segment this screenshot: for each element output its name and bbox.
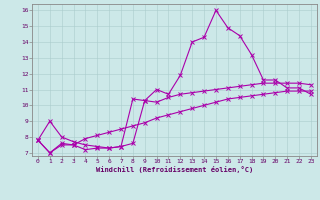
- X-axis label: Windchill (Refroidissement éolien,°C): Windchill (Refroidissement éolien,°C): [96, 166, 253, 173]
